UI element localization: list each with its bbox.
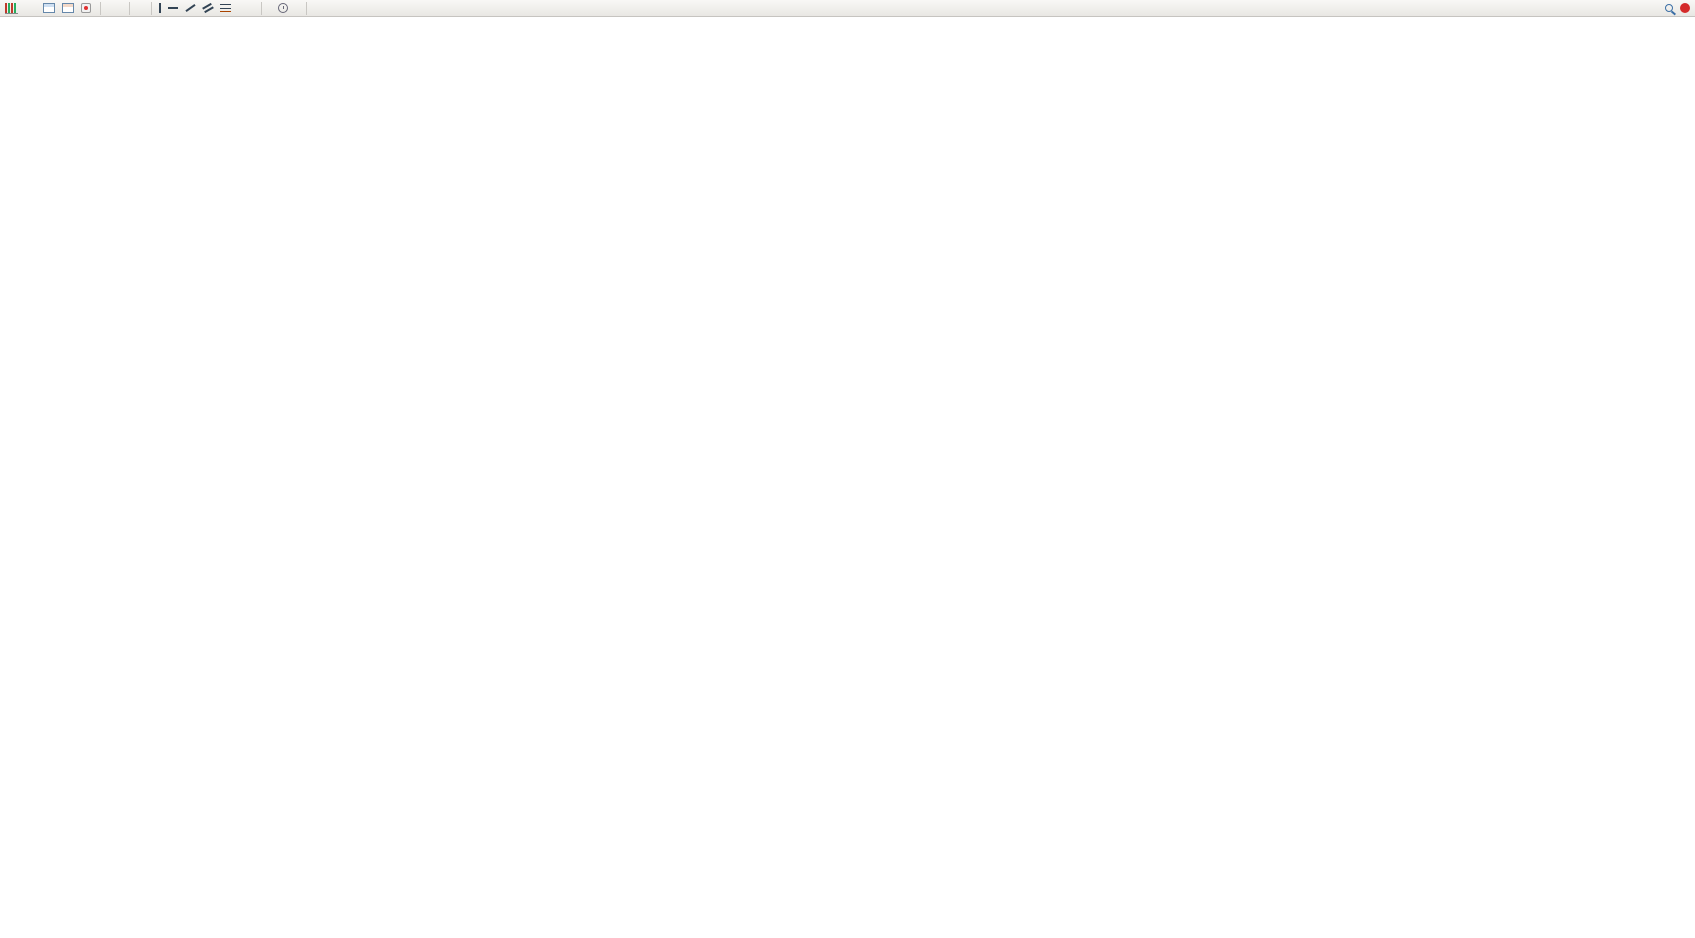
main-toolbar bbox=[0, 0, 1695, 17]
toolbar-separator bbox=[306, 1, 307, 15]
templates-button[interactable] bbox=[294, 1, 302, 16]
crosshair-button[interactable] bbox=[141, 1, 147, 16]
terminal-window-icon bbox=[43, 3, 55, 13]
trendline-button[interactable] bbox=[182, 1, 199, 16]
periods-button[interactable] bbox=[275, 1, 293, 16]
text-tool-button[interactable] bbox=[235, 1, 241, 16]
notification-icon bbox=[1680, 3, 1690, 13]
autotrading-button[interactable] bbox=[78, 1, 96, 16]
cursor-button[interactable] bbox=[134, 1, 140, 16]
chart-canvas[interactable] bbox=[0, 17, 1695, 938]
metaeditor-button[interactable] bbox=[33, 1, 39, 16]
notifications-button[interactable] bbox=[1677, 1, 1693, 16]
autotrading-status-icon bbox=[81, 3, 91, 13]
candlestick-chart-icon bbox=[5, 2, 18, 14]
strategy-tester-button[interactable] bbox=[59, 1, 77, 16]
fibonacci-button[interactable] bbox=[217, 1, 234, 16]
channel-icon bbox=[202, 2, 214, 14]
toolbar-separator bbox=[261, 1, 262, 15]
fibonacci-icon bbox=[220, 4, 231, 12]
toolbar-separator bbox=[151, 1, 152, 15]
trendline-icon bbox=[185, 4, 196, 12]
zoom-in-button[interactable] bbox=[105, 1, 111, 16]
chart-area[interactable] bbox=[0, 17, 1695, 938]
zoom-out-button[interactable] bbox=[112, 1, 118, 16]
toolbar-separator bbox=[129, 1, 130, 15]
search-icon bbox=[1665, 4, 1673, 12]
label-tool-button[interactable] bbox=[242, 1, 248, 16]
horizontal-line-icon bbox=[168, 7, 178, 9]
indicators-button[interactable] bbox=[266, 1, 274, 16]
channel-button[interactable] bbox=[200, 1, 216, 16]
new-chart-button[interactable] bbox=[2, 1, 23, 16]
vertical-line-button[interactable] bbox=[156, 1, 164, 16]
vertical-line-icon bbox=[159, 3, 161, 13]
tester-window-icon bbox=[62, 3, 74, 13]
toolbar-separator bbox=[100, 1, 101, 15]
search-button[interactable] bbox=[1662, 1, 1676, 16]
tile-windows-button[interactable] bbox=[119, 1, 125, 16]
arrows-tool-button[interactable] bbox=[249, 1, 257, 16]
clock-icon bbox=[278, 3, 288, 13]
horizontal-line-button[interactable] bbox=[165, 1, 181, 16]
new-order-button[interactable] bbox=[24, 1, 32, 16]
terminal-button[interactable] bbox=[40, 1, 58, 16]
